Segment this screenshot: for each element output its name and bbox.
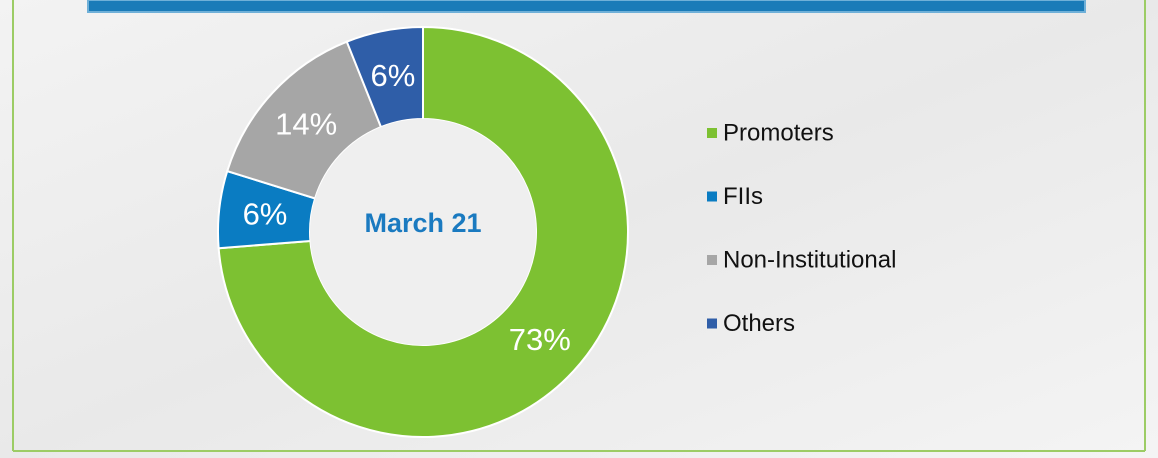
legend-swatch: [707, 191, 717, 202]
data-label: 14%: [275, 106, 337, 141]
data-label: 6%: [371, 58, 416, 93]
legend-swatch: [707, 318, 717, 329]
header-bar: [87, 0, 1086, 13]
donut-hole: [310, 119, 536, 345]
legend-label: Others: [723, 310, 795, 337]
legend-label: Non-Institutional: [723, 246, 896, 273]
data-label: 73%: [509, 322, 571, 357]
legend-label: FIIs: [723, 183, 763, 210]
center-label: March 21: [364, 208, 481, 238]
legend-swatch: [707, 255, 717, 265]
legend-swatch: [707, 128, 717, 138]
data-label: 6%: [243, 197, 288, 232]
legend-label: Promoters: [723, 119, 834, 146]
donut-slice: [345, 25, 424, 129]
